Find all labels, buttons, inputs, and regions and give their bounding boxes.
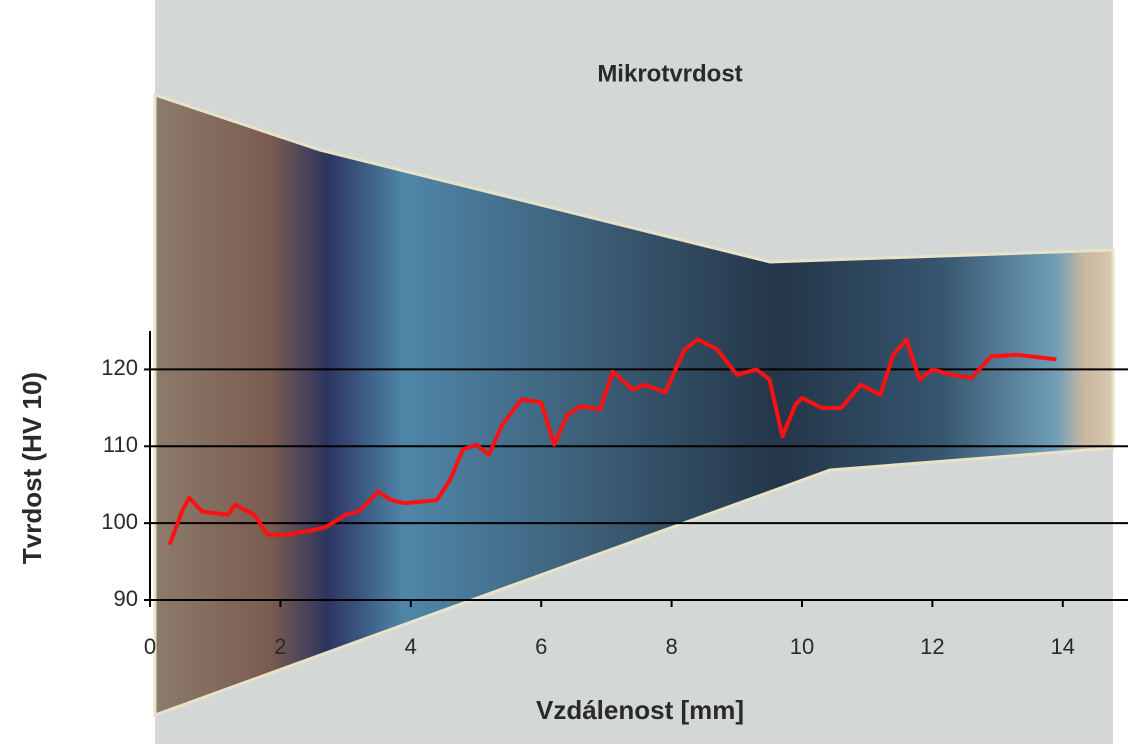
x-tick-label: 4 (405, 634, 417, 659)
x-tick-label: 6 (535, 634, 547, 659)
y-tick-label: 90 (114, 586, 138, 611)
x-tick-label: 0 (144, 634, 156, 659)
chart: Mikrotvrdost Vzdálenost [mm] Tvrdost (HV… (0, 0, 1128, 744)
x-axis-label: Vzdálenost [mm] (536, 695, 744, 725)
y-tick-label: 100 (101, 509, 138, 534)
y-axis-label: Tvrdost (HV 10) (17, 372, 47, 564)
x-tick-label: 8 (665, 634, 677, 659)
x-tick-label: 14 (1051, 634, 1075, 659)
x-tick-label: 2 (274, 634, 286, 659)
x-tick-label: 12 (920, 634, 944, 659)
y-tick-label: 120 (101, 355, 138, 380)
chart-title: Mikrotvrdost (597, 60, 742, 87)
y-tick-label: 110 (103, 432, 138, 457)
x-tick-label: 10 (790, 634, 814, 659)
